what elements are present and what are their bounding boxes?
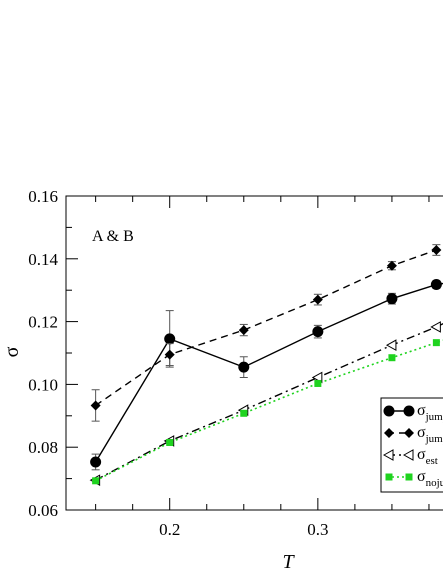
legend-label-subscript: est [426, 455, 438, 467]
annotation-text: A & B [92, 228, 134, 245]
legend-marker [382, 449, 394, 461]
legend-marker [384, 428, 394, 438]
data-point [238, 361, 250, 373]
data-point [386, 260, 397, 271]
legend: σjumpσjumpσestσnojump [380, 397, 443, 493]
data-point [385, 339, 397, 351]
legend-marker [405, 473, 413, 481]
x-axis-label: T [282, 551, 295, 573]
x-tick-label: 0.3 [307, 520, 328, 539]
data-point [430, 279, 442, 291]
legend-entry: σjump [384, 424, 443, 445]
y-tick-label: 0.12 [28, 313, 58, 332]
series-2 [90, 244, 443, 422]
series-4 [92, 339, 443, 485]
data-point [90, 400, 101, 411]
legend-marker [402, 449, 414, 461]
data-point [431, 245, 442, 256]
legend-marker [403, 405, 415, 417]
data-point [166, 438, 174, 446]
y-tick-label: 0.14 [28, 250, 58, 269]
data-point [432, 339, 440, 347]
y-tick-label: 0.16 [28, 187, 58, 206]
data-point [312, 294, 323, 305]
data-point [314, 379, 322, 387]
legend-marker [383, 405, 395, 417]
data-point [240, 409, 248, 417]
legend-label-subscript: nojump [426, 477, 443, 489]
legend-label-subscript: jump [425, 411, 443, 423]
y-tick-label: 0.06 [28, 501, 58, 520]
axis-ticks: 0.20.30.40.060.080.100.120.140.16 [28, 187, 430, 539]
data-point [164, 349, 175, 360]
data-point [386, 293, 398, 305]
data-point [388, 354, 396, 362]
data-point [164, 333, 176, 345]
data-point [90, 456, 102, 468]
legend-marker [385, 473, 393, 481]
legend-label-subscript: jump [425, 433, 443, 445]
y-tick-label: 0.10 [28, 375, 58, 394]
data-point [430, 321, 441, 333]
x-tick-label: 0.2 [159, 520, 180, 539]
data-point [92, 477, 100, 485]
y-axis-label: σ [1, 346, 23, 357]
legend-marker [404, 428, 414, 438]
y-tick-label: 0.08 [28, 438, 58, 457]
series-layer [89, 244, 443, 487]
data-point [238, 325, 249, 336]
data-point [312, 326, 324, 338]
